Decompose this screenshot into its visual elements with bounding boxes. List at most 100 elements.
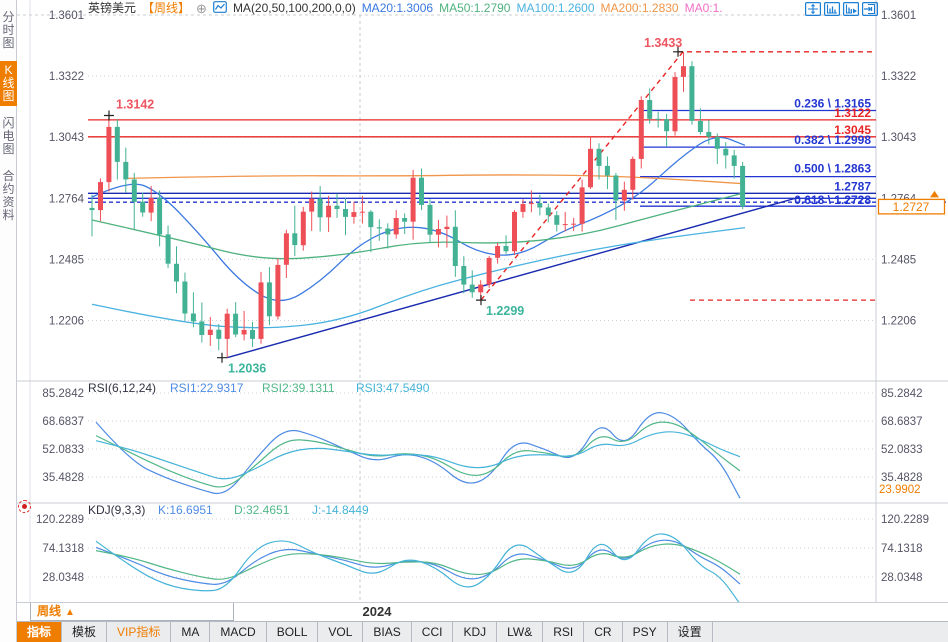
tab-PSY[interactable]: PSY bbox=[623, 622, 668, 642]
candle-body bbox=[723, 148, 729, 156]
left-sidebar: 分时图 K线图闪电图合约资料 bbox=[0, 0, 17, 642]
indicator-line-d bbox=[95, 543, 741, 580]
pivot-price-label: 1.2299 bbox=[486, 304, 524, 318]
add-circle-icon[interactable]: ⊕ bbox=[196, 1, 207, 16]
candle-body bbox=[326, 205, 332, 218]
triangle-up-icon: ▲ bbox=[65, 607, 75, 618]
tab-BIAS[interactable]: BIAS bbox=[363, 622, 412, 642]
indicator-axis-left: 85.2842 bbox=[42, 388, 84, 400]
trendline[interactable] bbox=[226, 196, 801, 359]
indicator-axis-right: 28.0348 bbox=[881, 572, 923, 584]
indicator-header-item: KDJ(9,3,3) bbox=[88, 503, 145, 517]
level-label: 0.618 \ 1.2728 bbox=[794, 193, 871, 207]
candle-body bbox=[266, 282, 272, 317]
tab-MA[interactable]: MA bbox=[171, 622, 211, 642]
candle-body bbox=[638, 100, 644, 159]
ma-line-ma50 bbox=[91, 191, 746, 260]
candle-body bbox=[444, 226, 450, 229]
candle-body bbox=[554, 215, 560, 225]
candle-body bbox=[402, 218, 408, 222]
exit-chart-icon[interactable] bbox=[862, 2, 878, 16]
tab-BOLL[interactable]: BOLL bbox=[267, 622, 319, 642]
candle-body bbox=[520, 204, 526, 212]
ma-line-ma200 bbox=[124, 174, 746, 185]
indicator-axis-left: 120.2289 bbox=[36, 514, 84, 526]
tab-VOL[interactable]: VOL bbox=[318, 622, 364, 642]
candle-body bbox=[731, 155, 737, 166]
tab-指标[interactable]: 指标 bbox=[17, 622, 63, 642]
candle-body bbox=[174, 263, 179, 282]
alarm-indicator-icon[interactable] bbox=[18, 500, 31, 513]
candle-body bbox=[216, 329, 222, 339]
candle-body bbox=[376, 227, 382, 229]
indicator-latest-value: 23.9902 bbox=[879, 484, 921, 496]
indicator-line-rsi3 bbox=[95, 431, 741, 480]
tab-LW&[interactable]: LW& bbox=[497, 622, 544, 642]
grid-layer bbox=[17, 0, 948, 621]
tab-VIP指标[interactable]: VIP指标 bbox=[107, 622, 172, 642]
candle-body bbox=[140, 201, 146, 213]
ma-line-ma100 bbox=[91, 226, 746, 329]
pivot-cross-marker bbox=[476, 295, 486, 306]
candle-body bbox=[224, 313, 230, 339]
move-tool-icon[interactable] bbox=[805, 2, 821, 16]
level-label: 1.3045 bbox=[834, 123, 871, 137]
axis-zoom-icon[interactable] bbox=[824, 2, 840, 16]
indicator-axis-right: 35.4828 bbox=[881, 472, 923, 484]
candle-body bbox=[571, 223, 577, 225]
ma-settings-label[interactable]: MA(20,50,100,200,0,0) bbox=[232, 1, 356, 15]
pivot-cross-marker bbox=[673, 46, 683, 57]
y-axis-label-left: 1.3601 bbox=[49, 10, 84, 22]
current-price-value: 1.2727 bbox=[893, 200, 930, 214]
sidebar-item-1[interactable]: K线图 bbox=[0, 61, 17, 106]
indicator-axis-right: 68.6837 bbox=[881, 416, 923, 428]
candle-body bbox=[309, 198, 315, 212]
tab-模板[interactable]: 模板 bbox=[62, 622, 108, 642]
ma20-value: MA20:1.3006 bbox=[361, 1, 434, 15]
ma100-value: MA100:1.2600 bbox=[516, 1, 595, 15]
level-label: 1.3122 bbox=[834, 106, 871, 120]
sidebar-item-3[interactable]: 合约资料 bbox=[2, 169, 15, 222]
indicator-header-item: RSI1:22.9317 bbox=[170, 381, 244, 395]
candle-body bbox=[478, 284, 484, 293]
level-label: 1.2787 bbox=[834, 179, 871, 193]
x-axis-year-label: 2024 bbox=[362, 604, 392, 619]
candle-body bbox=[190, 313, 196, 322]
line-labels-layer: 1.3122 1.3045 0.236 \ 1.3165 0.382 \ 1.2998… bbox=[794, 96, 871, 207]
candle-body bbox=[579, 187, 585, 224]
tab-MACD[interactable]: MACD bbox=[210, 622, 267, 642]
tab-KDJ[interactable]: KDJ bbox=[453, 622, 498, 642]
candle-body bbox=[604, 165, 610, 176]
candle-body bbox=[562, 224, 568, 226]
indicator-axis-right: 52.0833 bbox=[881, 444, 923, 456]
x-axis-row: 周线 ▲ 2024 bbox=[17, 602, 948, 621]
indicator-tabbar: 指标 模板 VIP指标 MA MACD BOLL VOL BIAS CCI KDJ LW& RSI CR… bbox=[17, 621, 948, 642]
pivot-cross-marker bbox=[217, 352, 227, 363]
sidebar-item-0[interactable]: 分时图 bbox=[2, 10, 15, 50]
tab-设置[interactable]: 设置 bbox=[668, 622, 713, 642]
pivot-price-label: 1.3142 bbox=[116, 98, 154, 112]
candle-body bbox=[697, 121, 703, 132]
indicator-header-item: RSI(6,12,24) bbox=[88, 381, 156, 395]
sidebar-item-2[interactable]: 闪电图 bbox=[2, 116, 15, 156]
candles-layer[interactable] bbox=[89, 51, 746, 358]
tab-CR[interactable]: CR bbox=[584, 622, 623, 642]
kdj-panel-lines bbox=[95, 533, 741, 605]
price-up-arrow-icon bbox=[930, 190, 939, 198]
candle-body bbox=[410, 177, 416, 222]
period-selector-label: 周线 bbox=[37, 604, 62, 618]
indicator-line-rsi2 bbox=[95, 421, 741, 488]
indicator-axis-left: 52.0833 bbox=[42, 444, 84, 456]
indicator-header-item: RSI3:47.5490 bbox=[356, 381, 430, 395]
period-selector[interactable]: 周线 ▲ bbox=[30, 603, 234, 621]
candle-body bbox=[393, 218, 399, 235]
candle-body bbox=[469, 284, 475, 293]
tab-RSI[interactable]: RSI bbox=[543, 622, 585, 642]
drawn-lines-layer bbox=[88, 51, 946, 301]
tab-CCI[interactable]: CCI bbox=[412, 622, 454, 642]
candle-body bbox=[317, 198, 323, 218]
axis-play-icon[interactable] bbox=[843, 2, 859, 16]
y-axis-label-right: 1.3322 bbox=[881, 71, 916, 83]
candle-body bbox=[241, 329, 247, 335]
